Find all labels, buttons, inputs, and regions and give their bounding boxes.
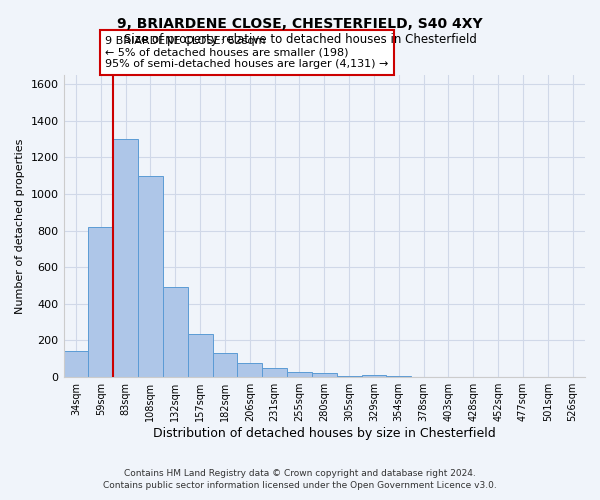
Bar <box>262 368 287 377</box>
Bar <box>113 139 138 377</box>
Bar <box>88 227 113 377</box>
Text: Contains public sector information licensed under the Open Government Licence v3: Contains public sector information licen… <box>103 481 497 490</box>
Bar <box>312 374 337 377</box>
Bar <box>238 364 262 377</box>
Text: Contains HM Land Registry data © Crown copyright and database right 2024.: Contains HM Land Registry data © Crown c… <box>124 468 476 477</box>
Bar <box>188 334 212 377</box>
Bar <box>337 376 362 377</box>
Text: 9, BRIARDENE CLOSE, CHESTERFIELD, S40 4XY: 9, BRIARDENE CLOSE, CHESTERFIELD, S40 4X… <box>117 18 483 32</box>
Y-axis label: Number of detached properties: Number of detached properties <box>15 138 25 314</box>
Bar <box>287 372 312 377</box>
Bar <box>212 354 238 377</box>
Text: Size of property relative to detached houses in Chesterfield: Size of property relative to detached ho… <box>124 32 476 46</box>
Bar <box>436 376 461 377</box>
Bar <box>386 376 411 377</box>
Bar <box>362 376 386 377</box>
Bar <box>163 288 188 377</box>
Bar <box>64 352 88 377</box>
Bar <box>411 376 436 377</box>
Bar <box>138 176 163 377</box>
Text: 9 BRIARDENE CLOSE: 62sqm
← 5% of detached houses are smaller (198)
95% of semi-d: 9 BRIARDENE CLOSE: 62sqm ← 5% of detache… <box>105 36 389 69</box>
X-axis label: Distribution of detached houses by size in Chesterfield: Distribution of detached houses by size … <box>153 427 496 440</box>
